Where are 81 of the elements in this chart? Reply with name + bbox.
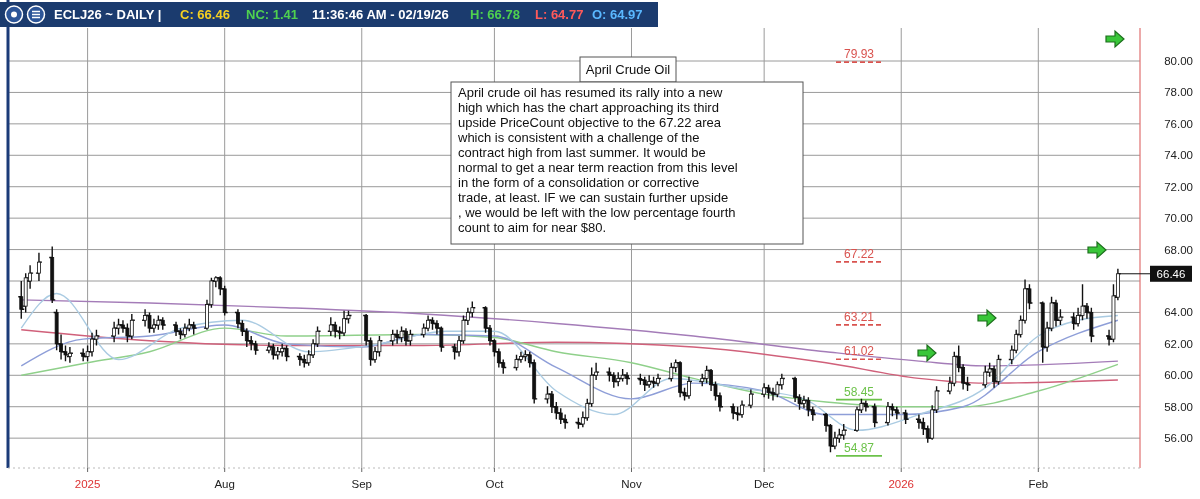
y-tick-label: 64.00 <box>1164 306 1193 319</box>
candlestick <box>642 376 647 392</box>
ref-line-label: 61.02 <box>843 344 875 359</box>
note-box: April crude oil has resumed its rally into a new high which has the chart approaching its third upside PriceCount objective to the 67.22 area which is consistent with a challenge of the contract high from last summer. It would be normal to get a near term reaction from this level in the form of a consolidation or corrective trade, at least. IF we can sustain further upside , we would be left with the low percentage fourth count to aim for near $80. <box>450 81 804 245</box>
candlestick <box>611 371 616 389</box>
candlestick <box>616 371 621 387</box>
ref-line-label: 63.21 <box>843 309 875 324</box>
text: 11:36:46 AM - 02/19/26 <box>312 7 449 22</box>
y-tick-label: 80.00 <box>1164 55 1193 68</box>
candlestick <box>1040 300 1045 364</box>
ref-line-label: 67.22 <box>843 246 875 261</box>
x-tick-label: 2025 <box>74 478 101 490</box>
candlestick <box>328 316 333 337</box>
candlestick <box>983 365 988 389</box>
candlestick <box>390 329 395 347</box>
text: NC: 1.41 <box>246 7 299 22</box>
y-tick-label: 60.00 <box>1164 369 1193 382</box>
x-tick-label: 2026 <box>888 478 915 490</box>
line-series <box>20 292 1119 431</box>
candlestick <box>430 316 435 331</box>
candlestick <box>50 245 55 304</box>
note-heading-box: April Crude Oil <box>579 56 677 83</box>
candlestick <box>894 406 899 420</box>
text: 66.46 <box>1156 267 1186 280</box>
y-tick-label: 72.00 <box>1164 180 1193 193</box>
ref-line-label: 58.45 <box>843 384 875 399</box>
candlestick <box>112 321 117 343</box>
y-tick-label: 74.00 <box>1164 149 1193 162</box>
candlestick <box>37 252 41 282</box>
candlestick <box>244 327 249 348</box>
candlestick <box>275 346 280 361</box>
candlestick <box>395 329 400 345</box>
text: H: 66.78 <box>470 7 520 22</box>
candlestick <box>333 321 338 339</box>
candlestick <box>514 354 519 372</box>
candlestick <box>762 382 767 398</box>
y-tick-label: 56.00 <box>1164 432 1193 445</box>
ref-line-label: 54.87 <box>843 440 875 455</box>
candlestick <box>81 347 86 362</box>
ref-line-label: 79.93 <box>843 47 875 62</box>
candlestick <box>129 313 134 340</box>
candlestick <box>408 329 413 347</box>
candlestick <box>249 335 254 351</box>
candlestick <box>863 399 868 413</box>
candlestick <box>779 373 784 391</box>
candlestick <box>280 343 285 358</box>
candlestick <box>182 322 187 339</box>
candlestick <box>191 321 196 336</box>
line-series <box>20 327 1119 408</box>
text: L: 64.77 <box>535 7 584 22</box>
x-tick-label: Dec <box>753 478 775 490</box>
candlestick <box>766 384 771 400</box>
y-tick-label: 58.00 <box>1164 400 1193 413</box>
candlestick <box>532 358 537 405</box>
candlestick <box>903 409 908 425</box>
candlestick <box>563 413 568 430</box>
y-tick-label: 62.00 <box>1164 337 1193 350</box>
chart-title: ECLJ26 ~ DAILY | <box>54 7 162 22</box>
candlestick <box>669 362 674 383</box>
x-tick-label: Feb <box>1028 478 1049 490</box>
y-tick-label: 68.00 <box>1164 243 1193 256</box>
candlestick <box>748 388 753 409</box>
line-series <box>20 329 1119 384</box>
candlestick <box>678 360 683 398</box>
x-tick-label: Oct <box>485 478 505 490</box>
y-tick-label: 70.00 <box>1164 212 1193 225</box>
candlestick <box>841 423 846 441</box>
y-tick-label: 78.00 <box>1164 86 1193 99</box>
candlestick <box>872 402 877 428</box>
candlestick <box>160 316 165 331</box>
candlestick <box>1071 311 1076 331</box>
candlestick <box>297 352 302 367</box>
x-tick-label: Sep <box>351 478 372 490</box>
x-tick-label: Nov <box>621 478 642 490</box>
candlestick <box>647 374 652 389</box>
x-tick-label: Aug <box>214 478 235 490</box>
annotation: April Crude Oil <box>585 62 671 77</box>
y-tick-label: 76.00 <box>1164 117 1193 130</box>
candlestick <box>731 402 736 420</box>
text: O: 64.97 <box>592 7 643 22</box>
text: C: 66.46 <box>180 7 230 22</box>
